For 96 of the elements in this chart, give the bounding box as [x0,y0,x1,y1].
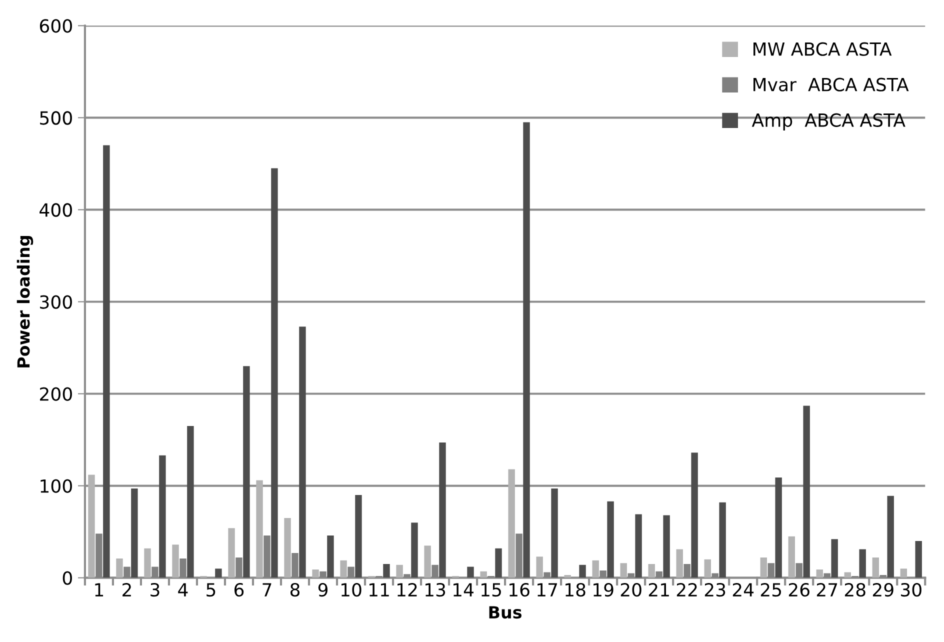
x-tick-label: 3 [150,582,160,597]
bar [536,556,543,578]
x-tick-label: 13 [426,582,446,597]
y-tick-label: 500 [40,111,72,125]
bar [411,522,418,578]
bar [495,548,502,578]
bar [592,560,599,578]
x-tick-label: 10 [342,582,362,597]
bar [340,560,347,578]
y-axis-title: Power loading [16,236,34,368]
bar [243,366,250,578]
y-tick-label: 400 [40,203,72,217]
bar [383,564,390,578]
bar [607,501,614,578]
bar [564,575,571,578]
bar [704,559,711,578]
bar [887,496,894,578]
x-tick-label: 18 [566,582,586,597]
x-tick-label: 12 [398,582,417,596]
bar [635,514,642,578]
x-tick-label: 30 [901,582,922,597]
bar [803,406,810,578]
legend-label: Amp ABCA ASTA [752,113,906,130]
x-tick-label: 23 [704,582,726,597]
bar [215,568,222,578]
bar [816,570,823,578]
x-tick-label: 20 [620,582,642,597]
bar [648,564,655,578]
x-tick-label: 21 [648,582,669,596]
bar [467,566,474,578]
bar [284,518,291,578]
bar [187,426,194,578]
bar [859,549,866,578]
bar [831,539,838,578]
bar [439,442,446,578]
bar [159,455,166,578]
x-tick-label: 5 [206,583,216,597]
bar [508,469,515,578]
x-tick-label: 27 [816,582,838,596]
x-tick-label: 24 [732,582,754,596]
bar [88,474,95,578]
x-tick-label: 17 [538,583,557,596]
x-tick-label: 4 [178,583,188,596]
y-tick-label: 100 [40,479,72,493]
bar [396,564,403,578]
x-tick-label: 26 [788,582,810,597]
x-axis-title: Bus [489,606,522,619]
x-tick-label: 15 [482,583,501,597]
x-tick-label: 8 [290,582,300,597]
bar [480,571,487,578]
x-tick-label: 29 [872,582,894,597]
bar [719,502,726,578]
bar [144,548,151,578]
bar [620,563,627,578]
bar [663,515,670,578]
legend-label: Mvar ABCA ASTA [754,78,909,92]
bar [299,326,306,578]
bar [228,528,235,578]
bar [691,452,698,578]
bar [872,558,880,578]
bar [116,558,123,578]
x-tick-label: 19 [594,582,614,597]
bar [327,535,334,578]
bar [103,145,110,578]
bar [271,168,278,578]
legend-label: MW ABCA ASTA [754,42,892,56]
bar [579,564,586,578]
bar [523,122,530,578]
x-tick-label: 22 [676,582,697,596]
y-tick-label: 300 [40,295,72,309]
x-tick-label: 1 [95,583,104,596]
bar [775,478,782,578]
bar [172,544,179,578]
x-tick-label: 6 [234,582,244,597]
y-tick-label: 600 [40,19,72,33]
y-tick-label: 0 [62,571,72,585]
x-tick-label: 14 [454,583,474,596]
x-tick-label: 11 [370,583,389,596]
bar [424,546,431,578]
x-tick-label: 25 [760,582,781,597]
bar [788,536,795,578]
bar [760,558,767,578]
x-tick-label: 9 [318,582,328,597]
y-tick-label: 200 [40,387,72,401]
x-tick-label: 2 [122,582,131,596]
x-tick-label: 16 [510,582,530,597]
bar [551,488,558,578]
x-tick-label: 7 [262,583,272,596]
bar [355,494,362,578]
bar [312,570,319,578]
bar [676,549,683,578]
x-tick-label: 28 [844,582,866,597]
bar [256,480,263,578]
bar [900,568,908,578]
bar [915,540,922,578]
bar [131,488,138,578]
